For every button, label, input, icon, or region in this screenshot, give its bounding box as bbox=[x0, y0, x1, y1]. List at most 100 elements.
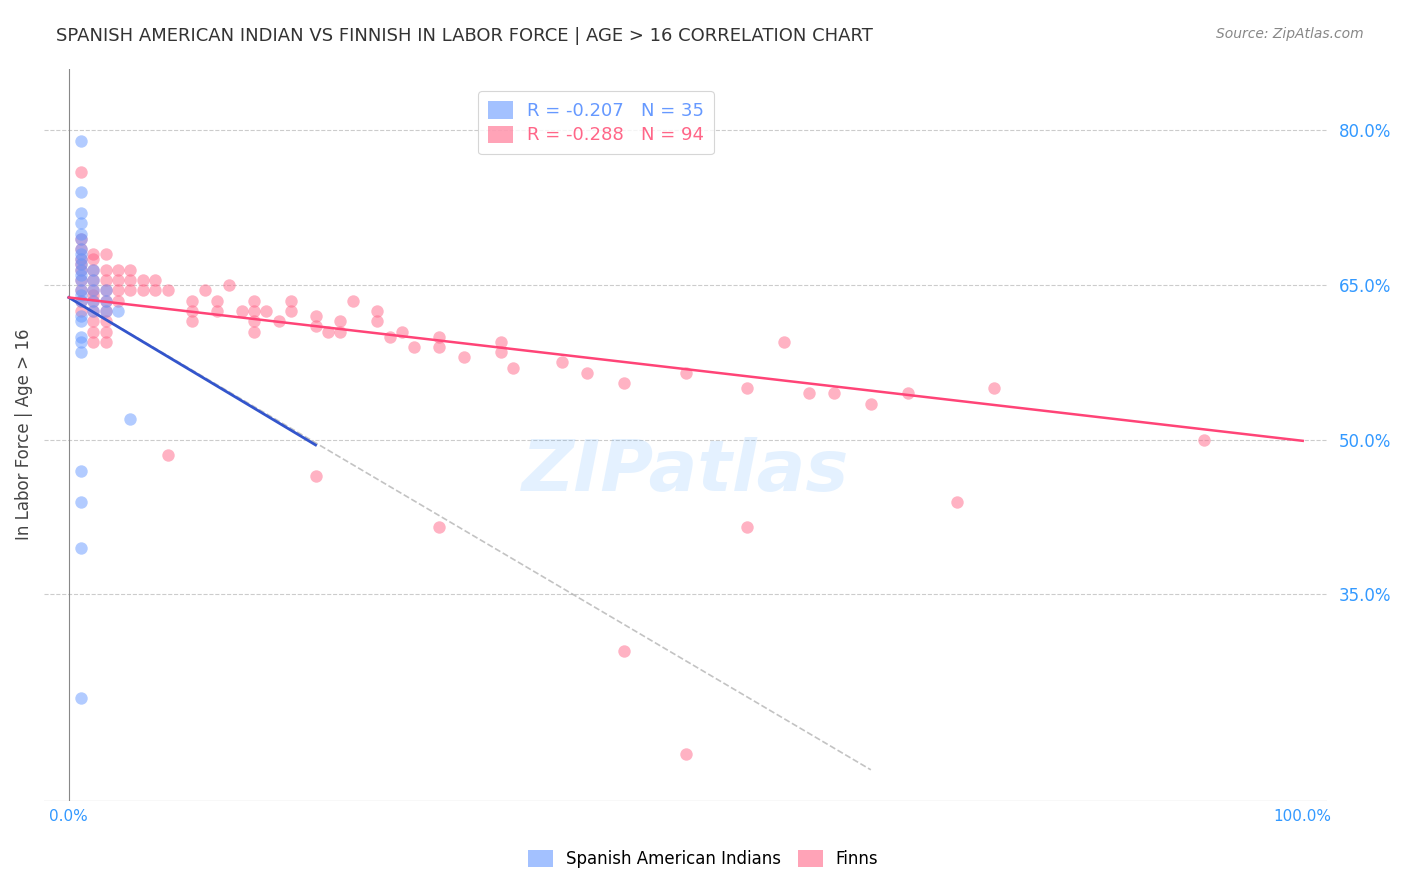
Point bbox=[613, 376, 636, 390]
Point bbox=[576, 366, 599, 380]
Point bbox=[70, 334, 93, 349]
Point bbox=[218, 278, 240, 293]
Point bbox=[82, 262, 104, 277]
Point bbox=[243, 304, 266, 318]
Point bbox=[156, 448, 179, 462]
Point bbox=[70, 257, 93, 271]
Point bbox=[181, 304, 204, 318]
Point bbox=[231, 304, 253, 318]
Point bbox=[342, 293, 364, 308]
Point bbox=[70, 252, 93, 267]
Point bbox=[551, 355, 574, 369]
Point bbox=[107, 304, 129, 318]
Point bbox=[82, 293, 104, 308]
Point bbox=[453, 351, 475, 365]
Point bbox=[82, 288, 104, 302]
Point bbox=[304, 469, 326, 483]
Point bbox=[70, 314, 93, 328]
Point bbox=[94, 304, 117, 318]
Point bbox=[181, 293, 204, 308]
Point bbox=[502, 360, 524, 375]
Point bbox=[773, 334, 796, 349]
Text: 100.0%: 100.0% bbox=[1274, 809, 1331, 824]
Point bbox=[366, 314, 388, 328]
Point bbox=[94, 334, 117, 349]
Point bbox=[205, 293, 228, 308]
Point bbox=[366, 304, 388, 318]
Point bbox=[70, 262, 93, 277]
Point bbox=[94, 273, 117, 287]
Point bbox=[70, 134, 93, 148]
Point bbox=[489, 334, 512, 349]
Point bbox=[280, 293, 302, 308]
Point bbox=[143, 283, 166, 297]
Point bbox=[280, 304, 302, 318]
Point bbox=[82, 314, 104, 328]
Text: Source: ZipAtlas.com: Source: ZipAtlas.com bbox=[1216, 27, 1364, 41]
Point bbox=[329, 325, 352, 339]
Point bbox=[1192, 433, 1215, 447]
Point bbox=[82, 273, 104, 287]
Point bbox=[427, 329, 450, 343]
Point bbox=[675, 747, 697, 762]
Point bbox=[82, 262, 104, 277]
Point bbox=[70, 232, 93, 246]
Point bbox=[132, 273, 155, 287]
Point bbox=[94, 304, 117, 318]
Point bbox=[120, 273, 142, 287]
Point bbox=[132, 283, 155, 297]
Point bbox=[70, 227, 93, 241]
Point bbox=[120, 262, 142, 277]
Point bbox=[304, 319, 326, 334]
Point bbox=[859, 397, 882, 411]
Point bbox=[304, 309, 326, 323]
Point bbox=[70, 242, 93, 256]
Point bbox=[82, 293, 104, 308]
Point bbox=[120, 283, 142, 297]
Point bbox=[378, 329, 401, 343]
Point bbox=[243, 325, 266, 339]
Point bbox=[94, 283, 117, 297]
Point bbox=[404, 340, 426, 354]
Point bbox=[70, 186, 93, 200]
Point bbox=[143, 273, 166, 287]
Point bbox=[70, 541, 93, 555]
Point bbox=[70, 247, 93, 261]
Point bbox=[613, 644, 636, 658]
Point bbox=[94, 247, 117, 261]
Point bbox=[243, 314, 266, 328]
Point bbox=[94, 283, 117, 297]
Y-axis label: In Labor Force | Age > 16: In Labor Force | Age > 16 bbox=[15, 329, 32, 541]
Point bbox=[70, 216, 93, 230]
Point bbox=[107, 273, 129, 287]
Point bbox=[70, 206, 93, 220]
Point bbox=[82, 304, 104, 318]
Point bbox=[82, 247, 104, 261]
Point bbox=[94, 325, 117, 339]
Point bbox=[737, 381, 759, 395]
Point bbox=[70, 252, 93, 267]
Point bbox=[70, 345, 93, 359]
Point bbox=[70, 304, 93, 318]
Point bbox=[82, 325, 104, 339]
Point bbox=[156, 283, 179, 297]
Point bbox=[897, 386, 920, 401]
Point bbox=[823, 386, 845, 401]
Text: ZIPatlas: ZIPatlas bbox=[522, 437, 849, 506]
Point bbox=[329, 314, 352, 328]
Point bbox=[70, 242, 93, 256]
Point bbox=[70, 283, 93, 297]
Point bbox=[797, 386, 820, 401]
Point bbox=[70, 464, 93, 478]
Point bbox=[70, 283, 93, 297]
Point bbox=[737, 520, 759, 534]
Point bbox=[70, 329, 93, 343]
Point bbox=[70, 309, 93, 323]
Text: SPANISH AMERICAN INDIAN VS FINNISH IN LABOR FORCE | AGE > 16 CORRELATION CHART: SPANISH AMERICAN INDIAN VS FINNISH IN LA… bbox=[56, 27, 873, 45]
Point bbox=[70, 268, 93, 282]
Point bbox=[70, 293, 93, 308]
Point bbox=[254, 304, 277, 318]
Point bbox=[70, 690, 93, 705]
Point bbox=[243, 293, 266, 308]
Point bbox=[82, 304, 104, 318]
